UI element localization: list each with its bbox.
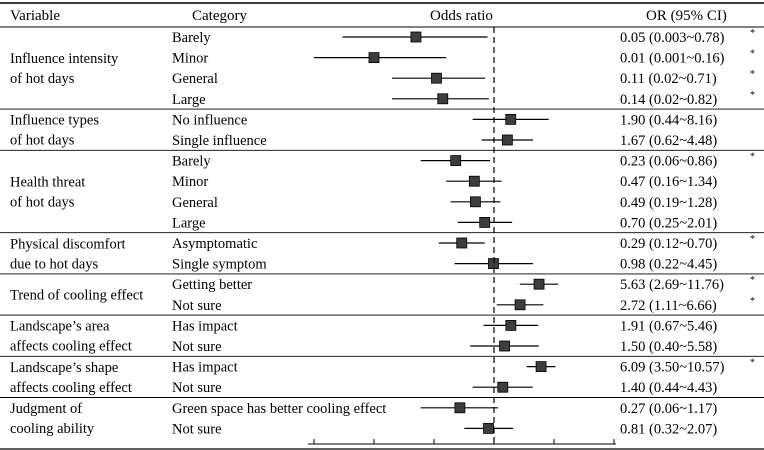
or-ci-label: 5.63 (2.69~11.76) [620, 277, 724, 293]
variable-label: due to hot days [10, 256, 99, 272]
or-ci-label: 1.50 (0.40~5.58) [620, 339, 717, 355]
significance-marker: * [750, 69, 755, 80]
odds-ratio-marker [533, 278, 545, 290]
or-ci-label: 0.47 (0.16~1.34) [620, 174, 717, 190]
odds-ratio-marker [450, 155, 462, 167]
odds-ratio-marker [535, 361, 547, 373]
odds-ratio-marker [368, 52, 380, 63]
odds-ratio-marker [497, 381, 509, 393]
category-label: Has impact [172, 318, 238, 334]
category-label: General [172, 195, 218, 211]
significance-marker: * [750, 234, 755, 245]
variable-label: Influence intensity [10, 51, 119, 67]
significance-marker: * [750, 49, 755, 60]
category-label: Large [172, 215, 206, 231]
variable-label: of hot days [10, 71, 75, 87]
variable-label: affects cooling effect [10, 339, 132, 355]
category-label: Minor [172, 51, 208, 67]
variable-label: of hot days [10, 195, 75, 211]
category-label: Single influence [172, 133, 267, 149]
category-label: Not sure [172, 298, 222, 314]
category-label: General [172, 71, 218, 87]
header-category: Category [192, 8, 247, 24]
odds-ratio-marker [431, 72, 442, 84]
variable-label: Landscape’s shape [10, 360, 118, 376]
or-ci-label: 0.49 (0.19~1.28) [620, 195, 717, 211]
category-label: Barely [172, 30, 211, 46]
odds-ratio-marker [468, 175, 480, 187]
significance-marker: * [750, 296, 755, 307]
or-ci-labels: 0.05 (0.003~0.78) * 0.01 (0.001~0.16) * 0.11… [620, 28, 755, 437]
or-ci-label: 0.81 (0.32~2.07) [620, 421, 717, 437]
category-label: Getting better [172, 277, 252, 293]
category-label: No influence [172, 112, 247, 128]
header-odds-ratio: Odds ratio [430, 8, 493, 24]
category-label: Single symptom [172, 257, 267, 273]
or-ci-label: 1.90 (0.44~8.16) [620, 112, 717, 128]
variable-label: Physical discomfort [10, 236, 126, 252]
category-label: Not sure [172, 421, 222, 437]
or-ci-label: 0.05 (0.003~0.78) [620, 30, 725, 46]
or-ci-label: 1.91 (0.67~5.46) [620, 318, 717, 334]
odds-ratio-marker [514, 299, 526, 311]
odds-ratio-marker [501, 134, 513, 146]
forest-plot-area [308, 27, 616, 445]
category-label: Not sure [172, 380, 222, 396]
or-ci-label: 0.14 (0.02~0.82) [620, 92, 717, 108]
or-ci-label: 0.98 (0.22~4.45) [620, 257, 717, 273]
or-ci-label: 6.09 (3.50~10.57) [620, 360, 725, 376]
variable-label: affects cooling effect [10, 380, 132, 396]
odds-ratio-marker [505, 114, 517, 125]
odds-ratio-marker [410, 31, 422, 43]
odds-ratio-marker [505, 319, 517, 331]
variable-label: Influence types [10, 113, 99, 129]
category-label: Barely [172, 154, 211, 170]
odds-ratio-marker [479, 216, 491, 228]
variable-labels: Influence intensity of hot days Influence … [10, 51, 143, 437]
category-label: Not sure [172, 339, 222, 355]
significance-marker: * [750, 275, 755, 286]
odds-ratio-marker [437, 93, 449, 105]
header-variable: Variable [10, 8, 60, 24]
or-ci-label: 0.23 (0.06~0.86) [620, 154, 717, 170]
variable-label: of hot days [10, 133, 75, 149]
or-ci-label: 0.70 (0.25~2.01) [620, 215, 717, 231]
odds-ratio-marker [483, 422, 494, 434]
category-label: Minor [172, 174, 208, 190]
significance-marker: * [750, 90, 755, 101]
or-ci-label: 0.01 (0.001~0.16) [620, 51, 725, 67]
significance-marker: * [750, 358, 755, 369]
category-label: Green space has better cooling effect [172, 401, 386, 417]
or-ci-label: 2.72 (1.11~6.66) [620, 298, 717, 314]
variable-label: Landscape’s area [10, 319, 110, 335]
or-ci-label: 0.29 (0.12~0.70) [620, 236, 717, 252]
or-ci-label: 0.11 (0.02~0.71) [620, 71, 717, 87]
or-ci-label: 1.67 (0.62~4.48) [620, 133, 717, 149]
significance-marker: * [750, 152, 755, 163]
variable-label: Health threat [10, 175, 85, 191]
significance-marker: * [750, 28, 755, 39]
or-ci-label: 0.27 (0.06~1.17) [620, 401, 717, 417]
category-labels: Barely Minor General Large No influence Singl… [172, 30, 386, 437]
odds-ratio-marker [454, 402, 466, 414]
variable-label: Trend of cooling effect [10, 288, 143, 304]
category-label: Large [172, 92, 206, 108]
odds-ratio-marker [456, 237, 468, 249]
odds-ratio-marker [499, 340, 510, 352]
variable-label: Judgment of [10, 401, 82, 417]
header-or-ci: OR (95% CI) [646, 8, 727, 24]
category-label: Has impact [172, 360, 238, 376]
odds-ratio-marker [470, 196, 481, 208]
category-label: Asymptomatic [172, 236, 257, 252]
variable-label: cooling ability [10, 421, 95, 437]
or-ci-label: 1.40 (0.44~4.43) [620, 380, 717, 396]
